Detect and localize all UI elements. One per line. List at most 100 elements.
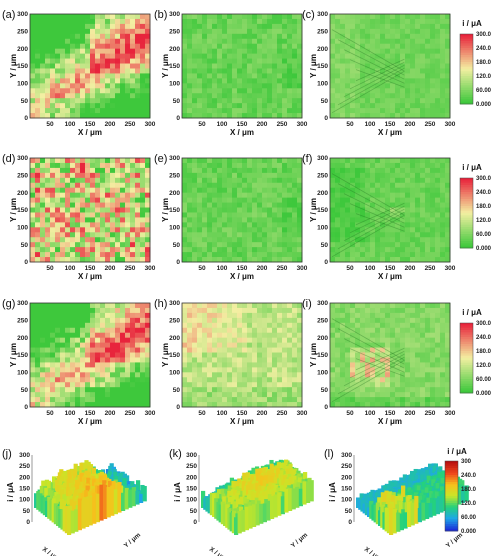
heat-cell [145,98,151,104]
heat-cell [370,307,376,314]
heat-cell [292,303,298,309]
heat-cell [370,252,376,258]
heat-cell [445,177,451,184]
heat-cell [192,158,198,164]
heat-cell [297,78,303,84]
heat-cell [395,312,401,319]
heat-cell [105,88,111,94]
heat-cell [385,167,391,174]
heat-cell [345,63,351,69]
heat-cell [135,222,141,228]
heat-cell [252,217,258,223]
heat-cell [130,222,136,228]
heat-cell [187,222,193,228]
heat-cell [282,402,288,408]
heat-cell [380,197,386,203]
heat-cell [130,237,136,243]
heat-cell [50,108,56,114]
heat-cell [375,88,381,94]
heat-cell [145,68,151,74]
heat-cell [227,48,233,55]
heat-cell [287,58,293,64]
heat-cell [237,252,243,258]
heat-cell [202,83,208,89]
heat-cell [375,23,381,30]
heat-cell [115,303,121,309]
heat-cell [120,182,126,189]
heat-cell [145,78,151,84]
heat-cell [125,23,131,30]
heat-cell [30,14,36,20]
heat-cell [335,28,341,35]
heat-cell [207,322,213,329]
heat-cell [277,113,283,119]
heat-cell [227,73,233,79]
heat-cell [30,227,36,233]
heat-cell [297,362,303,368]
heat-cell [115,103,121,109]
heat-cell [237,28,243,35]
heat-cell [40,322,46,329]
heat-cell [182,247,188,253]
heat-cell [370,88,376,94]
heat-cell [415,192,421,199]
heat-cell [222,197,228,203]
heat-cell [340,23,346,30]
heat-cell [440,237,446,243]
heat-cell [445,23,451,30]
heat-cell [390,28,396,35]
heat-cell [227,14,233,20]
heat-cell [425,372,431,378]
heat-cell [75,202,81,208]
heat-cell [355,232,361,238]
heat-cell [130,232,136,238]
heat-cell [140,43,146,50]
scratch-line [331,214,405,258]
colorbar-swatch [460,34,473,37]
heat-cell [45,392,51,398]
heat-cell [375,53,381,59]
heat-cell [360,162,366,169]
heat-cell [125,197,131,203]
heat-cell [90,337,96,344]
heat-cell [340,28,346,35]
heat-cell [262,342,268,348]
heat-cell [277,98,283,104]
heat-cell [100,317,106,324]
heat-cell [115,14,121,20]
heat-cell [222,337,228,344]
heat-cell [242,177,248,184]
heat-cell [75,327,81,334]
heat-cell [445,237,451,243]
heat-cell [435,322,441,329]
heat-cell [390,307,396,314]
heat-cell [187,38,193,45]
heat-cell [345,237,351,243]
heat-cell [345,307,351,314]
heat-cell [390,177,396,184]
heat-cell [420,68,426,74]
heat-cell [445,167,451,174]
heat-cell [335,322,341,329]
heat-cell [192,352,198,358]
heat-cell [65,362,71,368]
heat-cell [40,177,46,184]
heat-cell [207,237,213,243]
heat-cell [262,93,268,99]
heat-cell [232,113,238,119]
heat-cell [222,257,228,263]
heat-cell [420,337,426,344]
heat-cell [430,48,436,55]
heat-cell [262,68,268,74]
heat-cell [115,192,121,199]
heat-cell [207,63,213,69]
heat-cell [40,48,46,55]
heat-cell [400,58,406,64]
heat-cell [115,247,121,253]
heat-cell [350,237,356,243]
scratch-line [331,359,405,403]
heat-cell [287,103,293,109]
heat-cell [242,113,248,119]
heat-cell [135,392,141,398]
heat-cell [90,53,96,59]
